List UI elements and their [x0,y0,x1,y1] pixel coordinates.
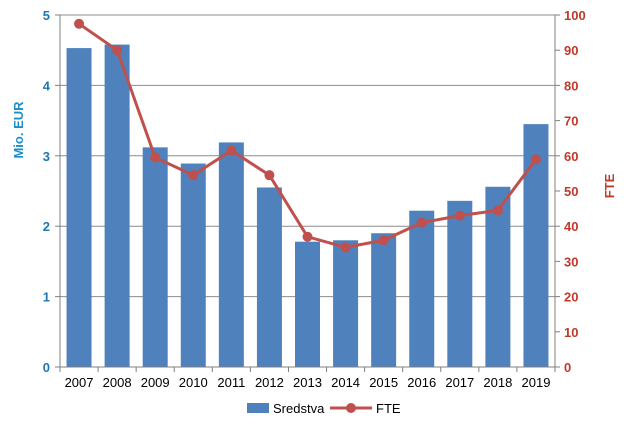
fte-point-2014 [340,242,351,253]
left-y-tick-label: 4 [43,78,51,93]
bar-2007 [66,48,92,367]
fte-point-2019 [530,154,541,165]
left-y-tick-label: 3 [43,149,50,164]
x-tick-label: 2019 [522,375,551,390]
left-y-tick-label: 2 [43,219,50,234]
bar-2016 [409,210,435,367]
fte-point-2018 [492,205,503,216]
right-y-tick-label: 0 [564,360,571,375]
right-axis-label: FTE [602,173,617,198]
left-y-tick-label: 5 [43,8,50,23]
x-tick-label: 2014 [331,375,360,390]
x-tick-label: 2007 [65,375,94,390]
left-axis-label: Mio. EUR [11,101,26,159]
bar-2019 [523,124,549,368]
x-tick-labels: 2007 2008 2009 2010 2011 2012 2013 2014 2015 2016… [65,375,551,390]
x-tick-label: 2008 [103,375,132,390]
bar-2015 [371,233,397,367]
right-y-tick-labels: 0 10 20 30 40 50 60 70 80 90 100 [564,8,586,375]
x-tick-label: 2016 [407,375,436,390]
fte-point-2016 [416,217,427,228]
right-y-tick-label: 80 [564,78,578,93]
x-tick-label: 2012 [255,375,284,390]
legend-swatch-marker [346,403,356,413]
fte-point-2012 [264,170,275,181]
fte-point-2011 [226,145,237,156]
x-tick-label: 2017 [445,375,474,390]
legend-swatch-bars [247,403,269,413]
bar-series [66,44,549,368]
left-y-tick-label: 0 [43,360,50,375]
right-y-tick-label: 50 [564,184,578,199]
left-y-tick-labels: 0 1 2 3 4 5 [43,8,51,375]
right-y-tick-label: 70 [564,114,578,129]
legend-label-line: FTE [376,401,401,416]
fte-point-2009 [150,152,161,163]
fte-point-2008 [112,45,123,56]
bar-2011 [218,142,244,367]
axes [55,14,560,372]
right-y-tick-label: 30 [564,254,578,269]
line-series [74,18,541,253]
right-y-tick-label: 20 [564,290,578,305]
fte-point-2010 [188,170,199,181]
x-tick-label: 2013 [293,375,322,390]
gridlines [60,14,555,298]
fte-point-2007 [74,18,85,29]
x-tick-label: 2015 [369,375,398,390]
x-tick-label: 2018 [483,375,512,390]
right-y-tick-label: 90 [564,43,578,58]
bar-2009 [142,147,168,367]
legend: Sredstva FTE [247,401,401,416]
x-tick-label: 2010 [179,375,208,390]
fte-point-2017 [454,210,465,221]
bar-2018 [485,186,511,367]
right-y-tick-label: 10 [564,325,578,340]
bar-2008 [104,44,130,368]
right-y-tick-label: 60 [564,149,578,164]
fte-point-2013 [302,231,313,242]
right-y-tick-label: 100 [564,8,586,23]
bar-2014 [333,240,359,367]
legend-label-bars: Sredstva [273,401,325,416]
fte-point-2015 [378,235,389,246]
right-y-tick-label: 40 [564,219,578,234]
bar-2012 [256,187,282,367]
bar-2013 [295,241,320,367]
x-tick-label: 2011 [217,375,245,390]
bar-2017 [447,200,473,367]
left-y-tick-label: 1 [43,290,50,305]
x-tick-label: 2009 [141,375,170,390]
bar-2010 [180,163,206,367]
